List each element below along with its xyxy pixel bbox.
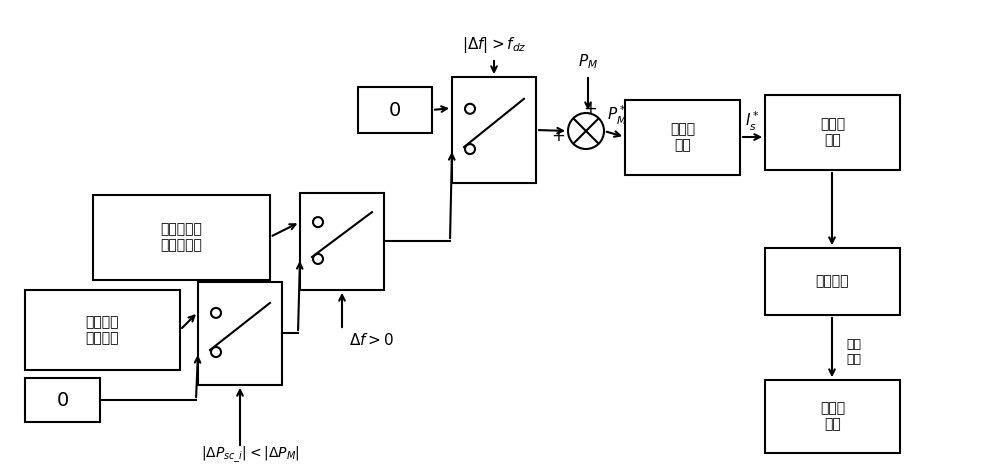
- Bar: [300, 193, 384, 290]
- Text: 计算转子动
能增发功率: 计算转子动 能增发功率: [161, 222, 202, 253]
- Text: $|\Delta f|>f_{dz}$: $|\Delta f|>f_{dz}$: [462, 35, 526, 55]
- Text: 调制算法: 调制算法: [816, 274, 849, 289]
- Text: $|\Delta P_{sc\_i}|<|\Delta P_M|$: $|\Delta P_{sc\_i}|<|\Delta P_M|$: [201, 445, 299, 465]
- Text: $I_s^*$: $I_s^*$: [745, 109, 759, 132]
- Bar: [452, 77, 536, 183]
- Bar: [765, 380, 900, 453]
- Bar: [358, 87, 432, 133]
- Bar: [25, 378, 100, 422]
- Text: 机侧变
流器: 机侧变 流器: [820, 402, 845, 431]
- Bar: [765, 95, 900, 170]
- Text: 0: 0: [389, 100, 401, 120]
- Text: +: +: [583, 100, 597, 118]
- Bar: [93, 195, 270, 280]
- Bar: [25, 290, 180, 370]
- Bar: [765, 248, 900, 315]
- Bar: [625, 100, 740, 175]
- Text: $P_M$: $P_M$: [578, 53, 598, 71]
- Text: +: +: [551, 127, 565, 145]
- Text: $\Delta f>0$: $\Delta f>0$: [349, 332, 395, 348]
- Text: 计算降低
有功出力: 计算降低 有功出力: [86, 315, 119, 345]
- Bar: [198, 282, 282, 385]
- Text: $P_M^*$: $P_M^*$: [607, 104, 627, 127]
- Text: 电流控
制环: 电流控 制环: [820, 117, 845, 148]
- Text: 0: 0: [56, 391, 69, 410]
- Text: 功率控
制环: 功率控 制环: [670, 123, 695, 153]
- Text: 驱动
信号: 驱动 信号: [846, 338, 862, 366]
